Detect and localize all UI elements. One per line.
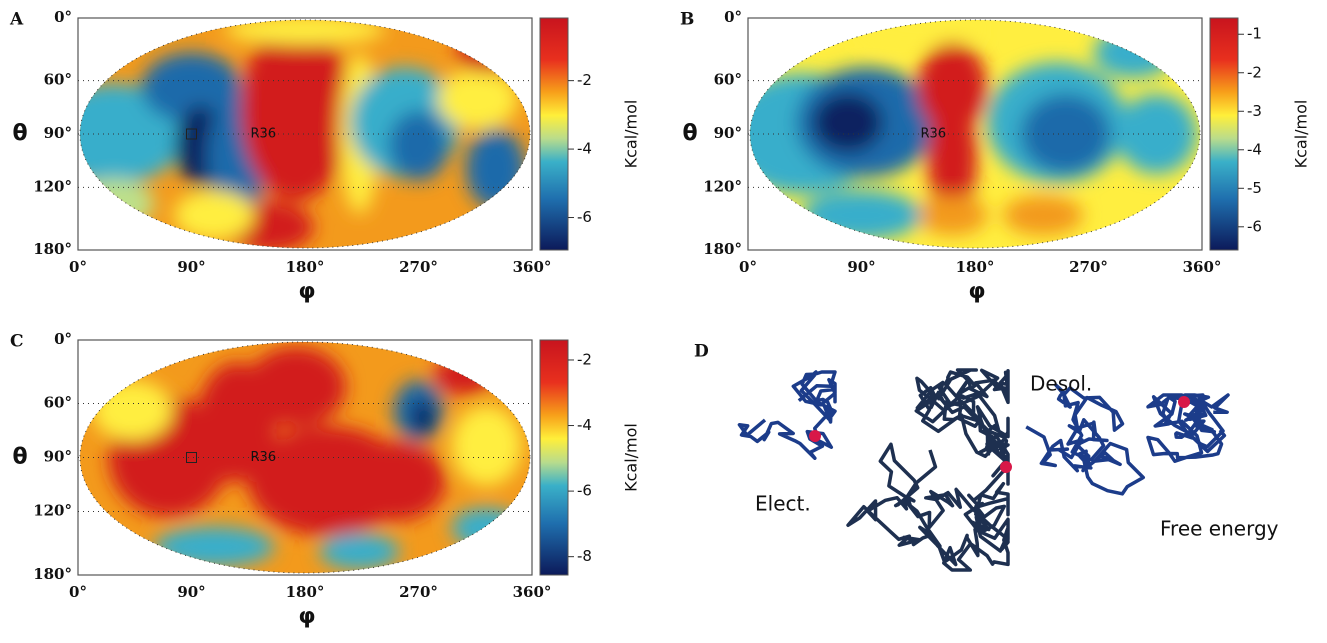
x-tick-label: 180°	[286, 258, 325, 276]
protein-trace	[739, 372, 835, 458]
y-tick-label: 180°	[703, 240, 742, 258]
heatmap-blob	[1003, 195, 1083, 235]
colorbar-tick-label: -4	[577, 140, 592, 158]
y-tick-label: 0°	[54, 330, 72, 348]
heatmap-blob	[813, 92, 883, 152]
panel-label: A	[9, 10, 24, 30]
heatmap-blob	[319, 534, 399, 570]
x-tick-label: 360°	[1183, 258, 1222, 276]
colorbar-tick-label: -1	[1247, 25, 1262, 43]
x-tick-label: 0°	[69, 583, 87, 601]
marker-label: R36	[251, 127, 277, 142]
heatmap-blob	[411, 400, 435, 436]
heatmap-blob	[346, 441, 446, 521]
x-tick-label: 90°	[177, 258, 205, 276]
site-dot	[809, 430, 821, 442]
protein-trace	[848, 370, 1008, 570]
y-tick-label: 180°	[33, 565, 72, 583]
x-tick-label: 360°	[513, 258, 552, 276]
panel: 0°60°90°120°180°0°90°180°270°360°φθCR36-…	[10, 330, 641, 629]
y-tick-label: 0°	[724, 8, 742, 26]
y-tick-label: 90°	[44, 124, 72, 142]
site-dot	[1000, 461, 1012, 473]
y-tick-label: 90°	[714, 124, 742, 142]
colorbar-label: Kcal/mol	[622, 423, 641, 492]
y-tick-label: 90°	[44, 448, 72, 466]
colorbar	[1210, 18, 1238, 250]
marker-label: R36	[921, 127, 947, 142]
x-tick-label: 180°	[956, 258, 995, 276]
colorbar-label: Kcal/mol	[622, 100, 641, 169]
x-tick-label: 270°	[399, 583, 438, 601]
figure: 0°60°90°120°180°0°90°180°270°360°φθAR36-…	[0, 0, 1327, 639]
colorbar-tick-label: -6	[1247, 217, 1262, 235]
panel-label: D	[694, 342, 709, 362]
x-axis-label: φ	[968, 279, 985, 304]
colorbar-label: Kcal/mol	[1292, 100, 1311, 169]
y-tick-label: 60°	[714, 71, 742, 89]
colorbar-tick-label: -5	[1247, 179, 1262, 197]
marker-label: R36	[251, 450, 277, 465]
x-axis-label: φ	[298, 279, 315, 304]
x-tick-label: 180°	[286, 583, 325, 601]
heatmap-blob	[452, 406, 522, 486]
colorbar-tick-label: -4	[1247, 140, 1262, 158]
y-tick-label: 120°	[33, 177, 72, 195]
colorbar-tick-label: -4	[577, 416, 592, 434]
heatmap-blob	[389, 111, 449, 181]
heatmap-blob	[246, 347, 346, 427]
panel: 0°60°90°120°180°0°90°180°270°360°φθAR36-…	[9, 8, 641, 304]
heatmap-blob	[917, 195, 987, 235]
colorbar	[540, 340, 568, 575]
x-tick-label: 0°	[69, 258, 87, 276]
colorbar-tick-label: -8	[577, 547, 592, 565]
x-axis-label: φ	[298, 604, 315, 629]
colorbar	[540, 18, 568, 250]
protein-trace	[1026, 385, 1143, 494]
panel-label: B	[680, 10, 694, 30]
y-tick-label: 0°	[54, 8, 72, 26]
x-tick-label: 360°	[513, 583, 552, 601]
y-tick-label: 180°	[33, 240, 72, 258]
y-tick-label: 60°	[44, 393, 72, 411]
trace-label: Elect.	[755, 492, 811, 516]
y-axis-label: θ	[12, 445, 27, 470]
panel-label: C	[10, 332, 24, 352]
colorbar-tick-label: -6	[577, 208, 592, 226]
heatmap-blob	[1021, 94, 1111, 174]
colorbar-tick-label: -6	[577, 482, 592, 500]
x-tick-label: 270°	[399, 258, 438, 276]
y-tick-label: 120°	[703, 177, 742, 195]
site-dot	[1178, 396, 1190, 408]
colorbar-tick-label: -2	[577, 350, 592, 368]
colorbar-tick-label: -2	[577, 71, 592, 89]
x-tick-label: 270°	[1069, 258, 1108, 276]
x-tick-label: 90°	[847, 258, 875, 276]
trace-label: Desol.	[1030, 372, 1092, 396]
y-tick-label: 120°	[33, 502, 72, 520]
heatmap-blob	[241, 21, 351, 201]
y-tick-label: 60°	[44, 71, 72, 89]
y-axis-label: θ	[12, 121, 27, 146]
x-tick-label: 90°	[177, 583, 205, 601]
y-axis-label: θ	[682, 121, 697, 146]
trace-label: Free energy	[1160, 517, 1279, 541]
colorbar-tick-label: -3	[1247, 102, 1262, 120]
panel-d: D Elect. Desol. Free energy	[694, 342, 1279, 571]
panel: 0°60°90°120°180°0°90°180°270°360°φθBR36-…	[680, 8, 1311, 304]
colorbar-tick-label: -2	[1247, 63, 1262, 81]
x-tick-label: 0°	[739, 258, 757, 276]
